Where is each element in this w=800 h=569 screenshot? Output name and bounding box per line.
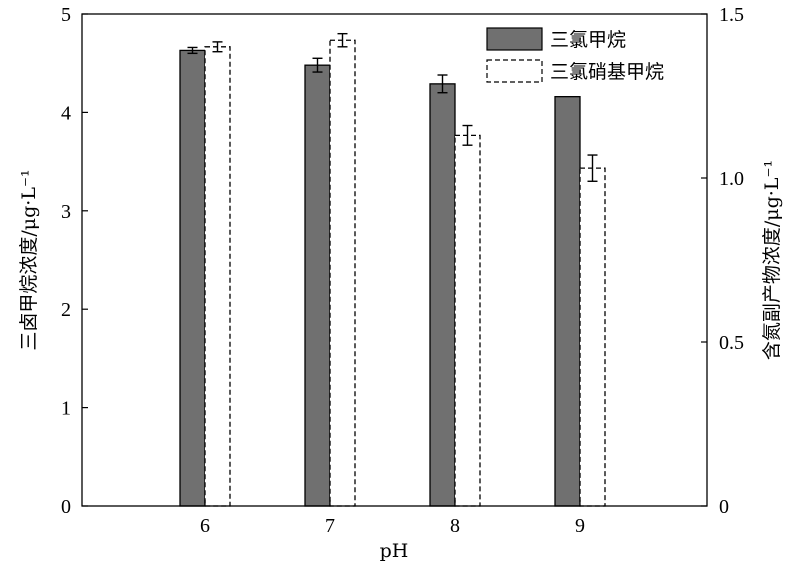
legend: 三氯甲烷 三氯硝基甲烷 [486,27,664,83]
plot-frame [81,13,708,507]
x-tick-label-7: 7 [325,515,335,537]
bar-chloroform-ph9 [554,96,581,507]
bar-chloroform-ph6 [179,49,206,507]
bar-chloroform-ph7 [304,64,331,507]
y-left-tick-label-5: 5 [61,4,71,26]
axes-layer [81,13,708,507]
bars-layer [179,39,606,507]
x-tick-label-6: 6 [200,515,210,537]
y-right-tick-label-1.5: 1.5 [719,4,744,26]
legend-swatch-chloroform [486,27,543,51]
y-axis-left-title: 三卤甲烷浓度/μg·L⁻¹ [18,169,40,350]
bar-chloropicrin-ph8 [454,134,481,507]
y-left-tick-label-4: 4 [61,102,71,124]
bar-chloropicrin-ph6 [204,46,231,507]
legend-swatch-chloropicrin [486,59,543,83]
x-tick-label-9: 9 [575,515,585,537]
legend-label-chloropicrin: 三氯硝基甲烷 [550,61,664,83]
bar-chloroform-ph8 [429,83,456,507]
y-right-tick-label-0.5: 0.5 [719,332,744,354]
x-tick-label-8: 8 [450,515,460,537]
bar-chloropicrin-ph9 [579,167,606,507]
y-left-tick-label-1: 1 [61,398,71,420]
y-left-tick-label-2: 2 [61,299,71,321]
ticks-layer: 0 1 2 3 4 5 0 0.5 1.0 1.5 6 7 8 9 [61,4,744,537]
bar-chloropicrin-ph7 [329,39,356,507]
y-left-tick-label-3: 3 [61,201,71,223]
error-bars-layer [187,32,598,182]
y-right-tick-label-1.0: 1.0 [719,168,744,190]
y-left-tick-label-0: 0 [61,496,71,518]
legend-label-chloroform: 三氯甲烷 [550,29,626,51]
x-axis-title: pH [380,540,409,562]
y-axis-right-title: 含氮副产物浓度/μg·L⁻¹ [761,160,783,360]
y-right-tick-label-0: 0 [719,496,729,518]
